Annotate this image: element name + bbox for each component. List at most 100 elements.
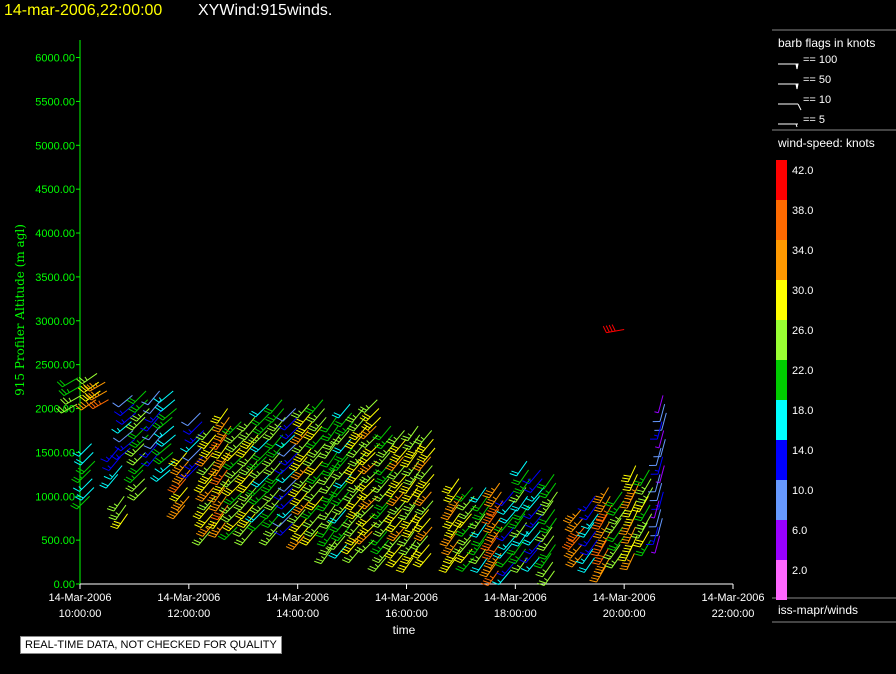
wind-barb: [441, 478, 460, 494]
wind-barb: [167, 478, 187, 493]
wind-barb: [493, 517, 513, 533]
wind-barb: [329, 456, 349, 472]
wind-barb: [276, 408, 297, 422]
wind-barb: [238, 425, 257, 441]
wind-barb: [387, 438, 407, 454]
wind-barb: [536, 474, 555, 490]
wind-barb: [591, 513, 608, 530]
wind-barb: [632, 496, 649, 513]
wind-barb: [484, 526, 503, 543]
y-tick-label: 2500.00: [35, 360, 75, 372]
wind-barb: [210, 408, 229, 424]
wind-barb: [124, 443, 145, 457]
wind-barb: [654, 430, 665, 449]
speed-label: 42.0: [792, 165, 814, 177]
wind-barb: [235, 443, 255, 458]
wind-barb: [197, 434, 217, 450]
wind-barb: [330, 430, 350, 445]
wind-barb: [385, 456, 404, 472]
wind-barb: [491, 570, 511, 586]
wind-barb: [319, 513, 338, 530]
speed-color-swatch: [776, 280, 787, 320]
wind-barb: [413, 465, 433, 480]
wind-barb: [206, 513, 225, 530]
wind-barb: [385, 552, 405, 568]
speed-label: 2.0: [792, 565, 808, 577]
speed-color-swatch: [776, 360, 787, 400]
wind-barb: [250, 473, 271, 488]
wind-barb: [494, 552, 514, 568]
wind-barb: [409, 535, 429, 550]
wind-barb: [235, 504, 254, 520]
wind-barb: [279, 425, 300, 440]
wind-barb: [293, 447, 312, 463]
wind-barb: [328, 482, 348, 498]
wind-barb: [387, 500, 407, 515]
wind-barb: [497, 535, 517, 550]
wind-barb: [221, 421, 242, 435]
wind-barb: [274, 495, 295, 510]
wind-barb: [496, 500, 516, 515]
speed-label: 26.0: [792, 325, 814, 337]
wind-barb: [412, 491, 432, 507]
wind-barb: [102, 456, 121, 472]
wind-barb: [524, 513, 544, 529]
wind-barb: [383, 509, 402, 524]
speed-label: 38.0: [792, 205, 814, 217]
wind-barb: [589, 566, 606, 583]
wind-barb: [208, 495, 227, 512]
wind-barb: [277, 478, 298, 492]
wind-barb: [191, 531, 211, 546]
wind-barb: [356, 487, 377, 501]
wind-barb: [251, 447, 272, 462]
wind-barb: [354, 539, 375, 554]
wind-barb: [259, 504, 279, 520]
wind-barb: [150, 469, 171, 482]
wind-barb: [305, 434, 324, 450]
y-tick-label: 2000.00: [35, 404, 75, 416]
wind-barb: [193, 478, 213, 493]
wind-barb: [276, 504, 297, 519]
wind-barb: [275, 469, 296, 484]
wind-barb: [590, 539, 607, 557]
wind-barb: [653, 439, 666, 458]
y-tick-label: 1500.00: [35, 447, 75, 459]
wind-barb: [580, 513, 599, 530]
wind-barb: [372, 487, 391, 502]
wind-barb: [87, 399, 109, 410]
wind-barb: [575, 548, 594, 565]
wind-barb: [538, 544, 556, 560]
wind-barb: [246, 517, 267, 532]
wind-barb: [108, 504, 127, 521]
wind-barb: [621, 500, 637, 518]
wind-barb: [306, 408, 325, 423]
wind-barb: [608, 509, 626, 525]
wind-barb: [384, 517, 404, 533]
barb-key-sample: [778, 63, 799, 70]
wind-barb: [314, 548, 332, 565]
speed-legend-title: wind-speed: knots: [778, 136, 875, 150]
wind-barb: [331, 403, 351, 419]
wind-barb: [250, 412, 271, 427]
wind-barb: [128, 460, 148, 475]
wind-barb: [492, 544, 512, 559]
wind-barb: [522, 504, 542, 520]
wind-barb: [111, 421, 132, 434]
wind-barb: [415, 474, 435, 489]
wind-barb: [273, 522, 294, 536]
wind-barb: [578, 531, 597, 547]
wind-barb: [266, 416, 286, 432]
barb-label-5: == 5: [803, 114, 826, 126]
wind-barb: [154, 460, 175, 474]
wind-barb: [265, 443, 285, 458]
wind-barb: [520, 557, 540, 572]
wind-barb: [75, 460, 96, 475]
wind-barb: [654, 412, 667, 431]
wind-barb: [371, 548, 391, 564]
x-tick-time: 18:00:00: [494, 608, 537, 620]
wind-barb: [399, 452, 418, 468]
wind-barb: [371, 452, 391, 467]
barb-key-sample: [778, 83, 799, 90]
wind-barb: [113, 403, 135, 417]
wind-barb: [592, 487, 609, 504]
